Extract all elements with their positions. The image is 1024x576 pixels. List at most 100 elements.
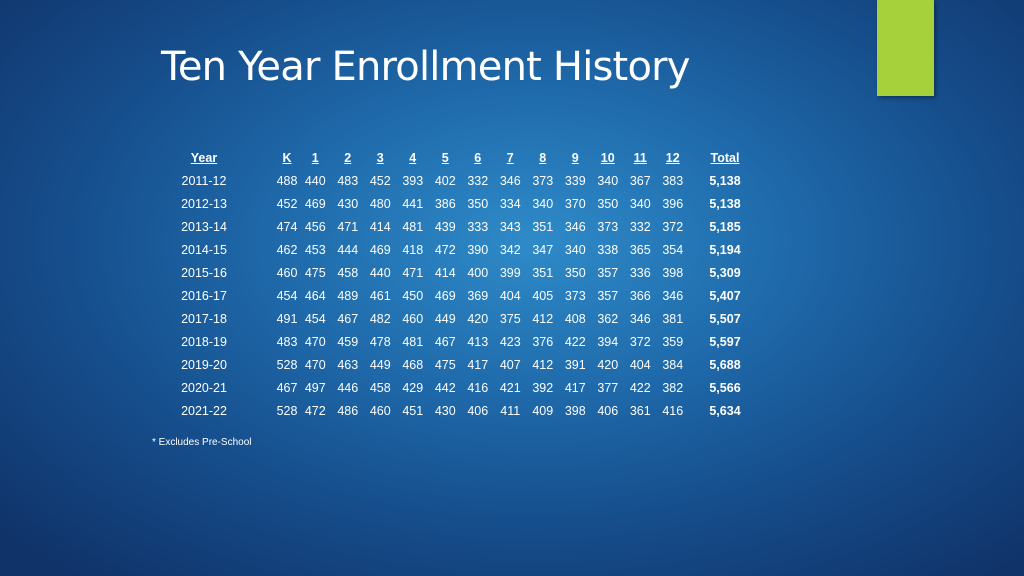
spacer-cell — [242, 353, 275, 376]
footnote: * Excludes Pre-School — [152, 437, 252, 448]
year-cell: 2015-16 — [181, 265, 227, 280]
table-row: 2013-14 474 456 471 414 481 439 333 343 351 346 373… — [166, 215, 751, 238]
grade-count-cell: 453 — [304, 242, 326, 257]
grade-count-cell: 462 — [276, 242, 298, 257]
grade-count-cell: 423 — [499, 334, 521, 349]
grade-count-cell: 430 — [337, 196, 359, 211]
grade-count-cell: 454 — [276, 288, 298, 303]
column-header: 9 — [571, 150, 579, 165]
grade-count-cell: 483 — [337, 173, 359, 188]
table-row: 2019-20 528 470 463 449 468 475 417 407 412 391 420… — [166, 353, 751, 376]
grade-count-cell: 452 — [369, 173, 391, 188]
grade-count-cell: 480 — [369, 196, 391, 211]
grade-count-cell: 470 — [304, 334, 326, 349]
column-header: Year — [190, 150, 218, 165]
grade-count-cell: 408 — [564, 311, 586, 326]
grade-count-cell: 383 — [662, 173, 684, 188]
slide-title: Ten Year Enrollment History — [161, 44, 690, 90]
grade-count-cell: 346 — [564, 219, 586, 234]
column-header: 7 — [506, 150, 514, 165]
spacer-cell — [242, 399, 275, 422]
grade-count-cell: 361 — [629, 403, 651, 418]
column-header: 2 — [344, 150, 352, 165]
spacer-cell — [689, 238, 699, 261]
grade-count-cell: 338 — [597, 242, 619, 257]
grade-count-cell: 366 — [629, 288, 651, 303]
grade-count-cell: 441 — [402, 196, 424, 211]
total-cell: 5,138 — [709, 173, 741, 188]
spacer-cell — [242, 238, 275, 261]
grade-count-cell: 471 — [402, 265, 424, 280]
column-header: 4 — [409, 150, 417, 165]
grade-count-cell: 454 — [304, 311, 326, 326]
column-header: 11 — [633, 150, 647, 165]
column-header: Total — [710, 150, 740, 165]
grade-count-cell: 398 — [564, 403, 586, 418]
grade-count-cell: 417 — [467, 357, 489, 372]
grade-count-cell: 372 — [629, 334, 651, 349]
grade-count-cell: 373 — [564, 288, 586, 303]
grade-count-cell: 372 — [662, 219, 684, 234]
grade-count-cell: 351 — [532, 265, 554, 280]
spacer-cell — [689, 146, 699, 169]
grade-count-cell: 332 — [629, 219, 651, 234]
grade-count-cell: 497 — [304, 380, 326, 395]
spacer-cell — [689, 215, 699, 238]
grade-count-cell: 469 — [434, 288, 456, 303]
grade-count-cell: 449 — [369, 357, 391, 372]
grade-count-cell: 458 — [337, 265, 359, 280]
grade-count-cell: 333 — [467, 219, 489, 234]
grade-count-cell: 472 — [304, 403, 326, 418]
grade-count-cell: 416 — [467, 380, 489, 395]
grade-count-cell: 483 — [276, 334, 298, 349]
total-cell: 5,407 — [709, 288, 741, 303]
grade-count-cell: 471 — [337, 219, 359, 234]
spacer-cell — [689, 330, 699, 353]
grade-count-cell: 422 — [629, 380, 651, 395]
total-cell: 5,566 — [709, 380, 741, 395]
grade-count-cell: 460 — [402, 311, 424, 326]
year-cell: 2011-12 — [181, 173, 227, 188]
grade-count-cell: 394 — [597, 334, 619, 349]
grade-count-cell: 332 — [467, 173, 489, 188]
grade-count-cell: 452 — [276, 196, 298, 211]
grade-count-cell: 350 — [467, 196, 489, 211]
grade-count-cell: 528 — [276, 357, 298, 372]
grade-count-cell: 370 — [564, 196, 586, 211]
year-cell: 2020-21 — [181, 380, 227, 395]
table-row: 2018-19 483 470 459 478 481 467 413 423 376 422 394… — [166, 330, 751, 353]
grade-count-cell: 414 — [434, 265, 456, 280]
column-header: 1 — [311, 150, 319, 165]
year-cell: 2016-17 — [181, 288, 227, 303]
grade-count-cell: 468 — [402, 357, 424, 372]
column-header: 8 — [539, 150, 547, 165]
grade-count-cell: 376 — [532, 334, 554, 349]
grade-count-cell: 334 — [499, 196, 521, 211]
grade-count-cell: 429 — [402, 380, 424, 395]
spacer-cell — [242, 261, 275, 284]
grade-count-cell: 390 — [467, 242, 489, 257]
grade-count-cell: 340 — [532, 196, 554, 211]
grade-count-cell: 384 — [662, 357, 684, 372]
grade-count-cell: 449 — [434, 311, 456, 326]
grade-count-cell: 488 — [276, 173, 298, 188]
grade-count-cell: 472 — [434, 242, 456, 257]
grade-count-cell: 336 — [629, 265, 651, 280]
grade-count-cell: 444 — [337, 242, 359, 257]
grade-count-cell: 446 — [337, 380, 359, 395]
table-row: 2017-18 491 454 467 482 460 449 420 375 412 408 362… — [166, 307, 751, 330]
grade-count-cell: 439 — [434, 219, 456, 234]
grade-count-cell: 417 — [564, 380, 586, 395]
year-cell: 2017-18 — [181, 311, 227, 326]
year-cell: 2021-22 — [181, 403, 227, 418]
grade-count-cell: 362 — [597, 311, 619, 326]
grade-count-cell: 442 — [434, 380, 456, 395]
spacer-cell — [242, 169, 275, 192]
grade-count-cell: 404 — [629, 357, 651, 372]
grade-count-cell: 381 — [662, 311, 684, 326]
grade-count-cell: 459 — [337, 334, 359, 349]
grade-count-cell: 391 — [564, 357, 586, 372]
grade-count-cell: 340 — [629, 196, 651, 211]
grade-count-cell: 373 — [597, 219, 619, 234]
spacer-cell — [242, 376, 275, 399]
